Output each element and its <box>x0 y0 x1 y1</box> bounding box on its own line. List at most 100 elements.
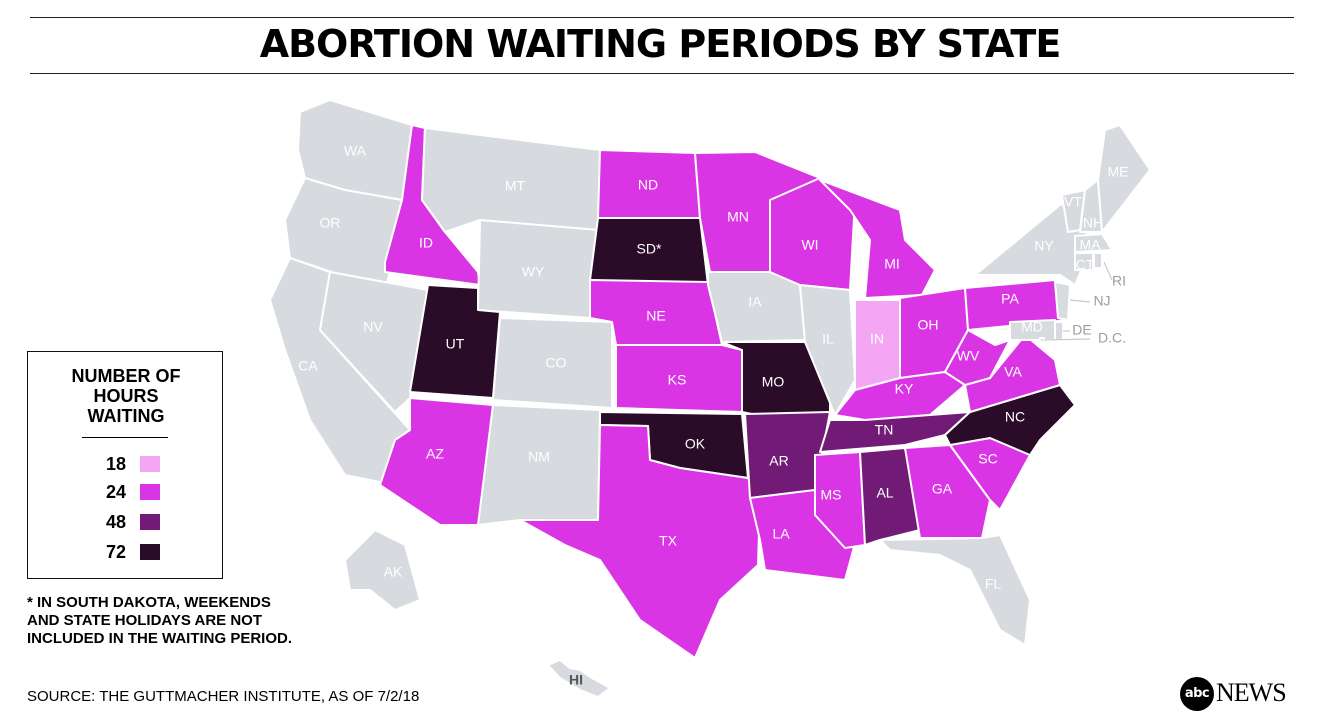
state-label: WV <box>957 348 980 364</box>
abc-news-logo: abc NEWS <box>1180 676 1290 712</box>
state-label: KY <box>895 381 914 397</box>
state-label: GA <box>932 481 953 497</box>
legend-row-18: 18 <box>28 452 224 476</box>
state-label: WI <box>801 237 818 253</box>
state-label: NJ <box>1093 293 1110 309</box>
state-label: WY <box>522 264 545 280</box>
legend-title-line: WAITING <box>87 406 165 426</box>
leader-line <box>1103 261 1113 281</box>
state-label: CT <box>1076 257 1095 273</box>
state-label: CA <box>298 358 318 374</box>
state-hi <box>547 659 611 698</box>
state-fl <box>879 534 1031 646</box>
state-ga <box>904 444 991 539</box>
state-label: VA <box>1004 364 1022 380</box>
footnote-line: * IN SOUTH DAKOTA, WEEKENDS <box>27 594 271 611</box>
legend-swatch <box>140 514 160 530</box>
state-ma <box>1074 233 1113 253</box>
leader-line <box>1069 299 1091 303</box>
state-ak <box>344 529 421 611</box>
state-label: SD* <box>637 241 662 257</box>
state-ri <box>1093 252 1103 269</box>
state-label: ME <box>1108 164 1129 180</box>
state-label: NY <box>1034 238 1054 254</box>
state-label: MA <box>1080 237 1102 253</box>
legend-label: 48 <box>105 512 126 532</box>
state-label: KS <box>668 372 687 388</box>
state-label: MO <box>762 374 785 390</box>
state-label: NC <box>1005 409 1025 425</box>
state-label: NH <box>1083 215 1103 231</box>
top-rule <box>30 17 1294 18</box>
state-label: DE <box>1072 322 1091 338</box>
state-label: MD <box>1021 319 1043 335</box>
legend-title-line: HOURS <box>93 386 159 406</box>
state-label: MS <box>821 487 842 503</box>
state-me <box>1097 124 1151 233</box>
state-label: TN <box>875 422 894 438</box>
state-label: OH <box>918 317 939 333</box>
state-label: ID <box>419 235 433 251</box>
state-label: IL <box>822 331 834 347</box>
footnote-line: AND STATE HOLIDAYS ARE NOT <box>27 612 263 629</box>
state-label: AZ <box>426 446 444 462</box>
state-label: IN <box>870 331 884 347</box>
state-ut <box>409 284 501 399</box>
state-label: TX <box>659 533 678 549</box>
state-dc <box>1039 337 1045 343</box>
legend-label: 24 <box>105 482 126 502</box>
legend-swatch <box>140 484 160 500</box>
state-nj <box>1054 281 1071 321</box>
state-label: D.C. <box>1098 330 1126 346</box>
state-label: ND <box>638 177 658 193</box>
state-co <box>492 317 613 409</box>
state-label: LA <box>772 526 790 542</box>
state-label: RI <box>1112 273 1126 289</box>
legend-row-72: 72 <box>28 540 224 564</box>
news-wordmark: NEWS <box>1216 678 1287 707</box>
state-label: NE <box>646 308 665 324</box>
state-label: AL <box>876 485 893 501</box>
state-label: SC <box>978 451 997 467</box>
state-de <box>1054 321 1064 341</box>
footnote: * IN SOUTH DAKOTA, WEEKENDS AND STATE HO… <box>27 594 347 648</box>
state-label: PA <box>1001 291 1019 307</box>
state-ms <box>814 451 866 549</box>
footnote-line: INCLUDED IN THE WAITING PERIOD. <box>27 630 293 647</box>
state-label: MN <box>727 209 749 225</box>
state-tx <box>519 424 761 659</box>
legend-label: 18 <box>105 454 126 474</box>
state-label: MT <box>505 178 526 194</box>
legend-row-48: 48 <box>28 510 224 534</box>
legend-row-24: 24 <box>28 480 224 504</box>
state-label: FL <box>985 576 1002 592</box>
legend: NUMBER OF HOURS WAITING 18 24 48 72 <box>27 351 223 579</box>
state-nm <box>477 404 601 526</box>
state-label: OK <box>685 436 706 452</box>
legend-title: NUMBER OF HOURS WAITING <box>28 366 224 426</box>
state-label: CO <box>546 355 567 371</box>
legend-divider <box>82 437 168 438</box>
state-label: NV <box>363 319 383 335</box>
state-label: UT <box>446 336 465 352</box>
legend-swatch <box>140 544 160 560</box>
state-al <box>859 447 921 546</box>
abc-badge: abc <box>1180 677 1214 711</box>
state-label: MI <box>884 256 900 272</box>
state-il <box>799 284 856 416</box>
legend-swatch <box>140 456 160 472</box>
legend-title-line: NUMBER OF <box>71 366 181 386</box>
source-note: SOURCE: THE GUTTMACHER INSTITUTE, AS OF … <box>27 688 420 705</box>
map-title: ABORTION WAITING PERIODS BY STATE <box>259 22 1062 66</box>
leader-line <box>1043 338 1091 341</box>
title-underline <box>30 73 1294 74</box>
state-label: NM <box>528 449 550 465</box>
state-ct <box>1074 252 1094 271</box>
state-label: OR <box>320 215 341 231</box>
legend-label: 72 <box>105 542 126 562</box>
state-label: IA <box>748 294 762 310</box>
state-label: AK <box>384 564 403 580</box>
state-label: WA <box>344 143 367 159</box>
state-label: VT <box>1064 194 1082 210</box>
